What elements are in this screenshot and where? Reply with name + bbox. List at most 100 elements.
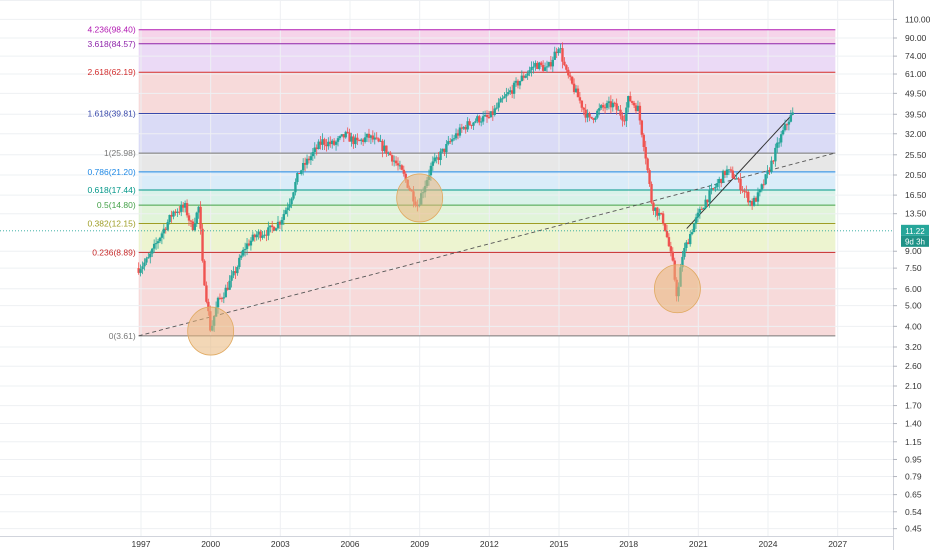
price-tick-label: 6.00 [905, 284, 922, 294]
fib-level-label: 0.786(21.20) [87, 167, 135, 177]
candle-body [483, 114, 487, 117]
dashed-trendline[interactable] [138, 152, 836, 337]
highlight-circles[interactable] [187, 173, 701, 356]
candle-body [532, 66, 535, 68]
time-axis[interactable]: 1997 2000 2003 2006 2009 2012 2015 2018 2021 2024… [0, 536, 893, 550]
candle-body [518, 81, 522, 86]
candle-body [725, 169, 729, 176]
candle-body [234, 271, 237, 274]
candle-body [464, 127, 467, 130]
candle-body [342, 134, 346, 138]
fib-level-label: 0(3.61) [109, 331, 136, 341]
highlight-circle[interactable] [654, 264, 701, 314]
fib-band [138, 29, 836, 44]
candle-body [367, 133, 371, 138]
candle-body [301, 163, 305, 171]
candle-body [718, 178, 721, 184]
candle-body [706, 199, 709, 203]
candle-body [392, 160, 396, 162]
candle-body [139, 269, 142, 273]
candle-body [760, 184, 764, 190]
time-badge [901, 235, 929, 247]
candle-body [534, 62, 537, 67]
candle-body [623, 120, 626, 122]
fibonacci-bands [138, 29, 836, 336]
candle-body [284, 210, 287, 215]
candle-body [574, 88, 578, 93]
candle-body [224, 287, 227, 298]
candle-body [377, 138, 380, 142]
candle-body [346, 131, 349, 133]
candle-body [559, 48, 562, 50]
candle-body [381, 140, 384, 151]
candle-body [288, 204, 291, 208]
candle-body [241, 249, 245, 256]
candle-body [152, 243, 156, 249]
current-price-label: 11.22 [905, 227, 925, 236]
price-tick-label: 1.40 [905, 419, 922, 429]
candle-body [584, 109, 587, 118]
candle-body [572, 83, 576, 93]
candle-body [779, 134, 783, 143]
candle-body [344, 131, 347, 138]
candle-body [404, 173, 407, 180]
candle-body [522, 75, 525, 78]
candle-body [627, 96, 630, 108]
candle-body [594, 117, 597, 120]
candle-body [232, 271, 235, 276]
candle-body [613, 102, 616, 104]
candle-body [332, 140, 336, 145]
highlight-circle[interactable] [187, 306, 235, 356]
candle-body [764, 174, 767, 185]
fib-band [138, 205, 836, 224]
candle-body [630, 101, 634, 103]
candle-body [261, 235, 264, 238]
candle-body [323, 139, 326, 145]
fib-level-label: 1.618(39.81) [87, 109, 135, 119]
candle-body [690, 232, 694, 235]
candle-body [348, 132, 351, 142]
candle-body [607, 101, 611, 104]
candle-body [240, 255, 243, 258]
candle-body [481, 116, 485, 122]
candle-body [375, 137, 378, 139]
candle-body [758, 189, 762, 193]
candle-body [687, 242, 690, 245]
candle-body [402, 169, 405, 174]
candle-body [495, 107, 498, 109]
candle-body [267, 227, 270, 236]
candle-body [704, 199, 707, 209]
candle-body [785, 124, 789, 126]
price-tick-label: 2.10 [905, 381, 922, 391]
candle-body [220, 298, 224, 300]
candle-body [580, 100, 584, 108]
candle-body [340, 134, 344, 137]
time-tick-label: 2000 [201, 539, 220, 549]
candle-body [452, 138, 456, 140]
candle-body [741, 189, 744, 191]
candle-body [667, 237, 671, 247]
fib-level-label: 0.618(17.44) [87, 185, 135, 195]
candle-body [638, 105, 642, 121]
candle-body [369, 135, 373, 138]
candle-body [588, 113, 591, 117]
time-tick-label: 2003 [271, 539, 290, 549]
grid-lines [0, 0, 893, 536]
candle-body [170, 214, 173, 217]
candle-body [528, 70, 531, 74]
candle-body [497, 102, 500, 108]
candle-body [468, 121, 471, 125]
candle-body [516, 80, 520, 86]
candle-body [739, 178, 742, 190]
candle-body [723, 170, 727, 176]
candle-body [539, 62, 543, 66]
highlight-circle[interactable] [396, 173, 444, 223]
candle-body [787, 121, 791, 125]
solid-trendline[interactable] [686, 112, 794, 229]
candle-body [555, 51, 558, 54]
price-axis[interactable]: 110.00 90.00 74.00 61.00 49.50 39.50 32.00 25.5… [893, 0, 932, 550]
price-tick-label: 16.50 [905, 190, 927, 200]
trendlines[interactable] [138, 112, 836, 337]
